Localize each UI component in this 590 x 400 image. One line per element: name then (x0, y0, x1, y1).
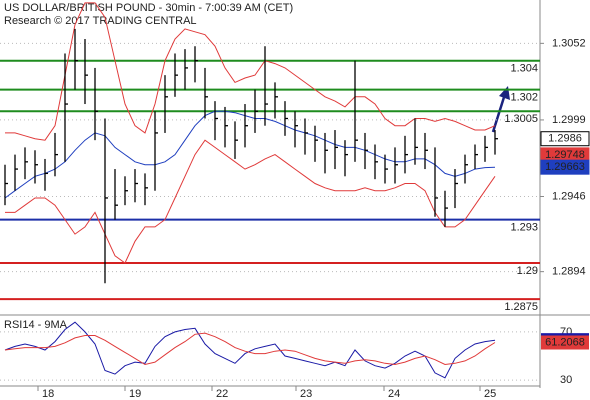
indicator-line (5, 139, 496, 264)
x-tick-label: 18 (42, 388, 54, 400)
y-tick-label: 1.2894 (552, 266, 586, 278)
x-tick-label: 23 (300, 388, 312, 400)
rsi-value-box (541, 335, 589, 350)
y-tick-label: 1.2946 (552, 190, 586, 202)
level-label: 1.293 (510, 222, 538, 234)
rsi-value-label: 61.2068 (545, 336, 585, 348)
chart-subtitle: Research © 2017 TRADING CENTRAL (4, 15, 197, 27)
rsi-label: RSI14 - 9MA (4, 319, 68, 331)
x-tick-label: 19 (129, 388, 141, 400)
value-box-label: 1.29748 (545, 149, 585, 161)
y-tick-label: 1.3052 (552, 37, 586, 49)
rsi-tick-label: 30 (560, 374, 572, 386)
value-box-label: 1.29663 (545, 161, 585, 173)
level-label: 1.304 (510, 63, 538, 75)
indicator-line (5, 2, 496, 141)
y-tick-label: 1.2999 (552, 114, 586, 126)
rsi-line (4, 332, 496, 366)
x-tick-label: 25 (484, 388, 496, 400)
level-label: 1.3005 (504, 113, 538, 125)
value-box (540, 159, 590, 175)
level-label: 1.29 (517, 265, 538, 277)
chart-title: US DOLLAR/BRITISH POUND - 30min - 7:00:3… (4, 2, 293, 14)
indicator-line (4, 110, 496, 199)
x-tick-label: 22 (216, 388, 228, 400)
forecast-arrow (491, 93, 507, 133)
rsi-line (4, 321, 496, 379)
value-box-label: 1.2986 (548, 133, 582, 145)
x-tick-label: 24 (388, 388, 400, 400)
level-label: 1.2875 (504, 301, 538, 313)
level-label: 1.302 (510, 91, 538, 103)
value-box (540, 131, 590, 147)
